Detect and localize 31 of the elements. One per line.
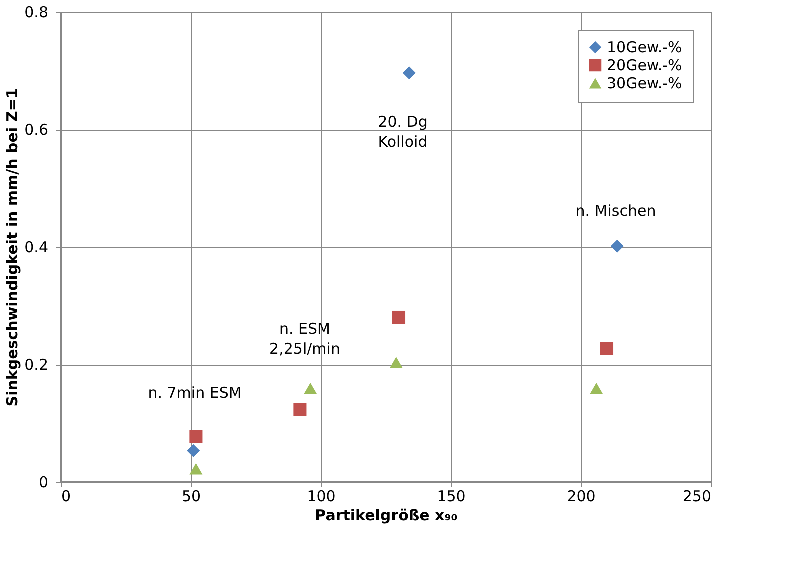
y-tick-label: 0.2 [24, 356, 48, 374]
x-tick-label: 0 [62, 488, 72, 506]
annotation: 20. Dg Kolloid [378, 113, 428, 151]
x-tick-label: 200 [567, 488, 596, 506]
point [390, 357, 403, 368]
point [600, 342, 614, 356]
point [190, 463, 203, 475]
point [304, 382, 318, 394]
y-tick-label: 0 [38, 474, 48, 492]
x-tick-label: 100 [307, 488, 336, 506]
x-tick-label: 150 [437, 488, 466, 506]
y-tick-label: 0.4 [24, 238, 48, 256]
y-tick-label: 0.6 [24, 121, 48, 139]
annotation: n. Mischen [576, 202, 656, 220]
legend-label: 30Gew.-% [607, 74, 682, 92]
annotation: n. ESM 2,25l/min [270, 320, 340, 358]
point [402, 66, 416, 80]
point [590, 382, 604, 394]
y-axis-title: Sinkgeschwindigkeit in mm/h bei Z=1 [4, 88, 22, 407]
x-axis-title: Partikelgröße x₉₀ [315, 506, 458, 524]
annotation: n. 7min ESM [148, 384, 242, 402]
point [187, 444, 200, 458]
legend-label: 10Gew.-% [607, 38, 682, 56]
point [294, 403, 307, 416]
legend-label: 20Gew.-% [607, 56, 682, 74]
point [610, 240, 624, 253]
x-tick-label: 250 [682, 488, 712, 506]
point [392, 310, 406, 324]
x-tick-label: 50 [182, 488, 202, 506]
y-tick-label: 0.8 [24, 4, 48, 22]
point [190, 430, 203, 444]
